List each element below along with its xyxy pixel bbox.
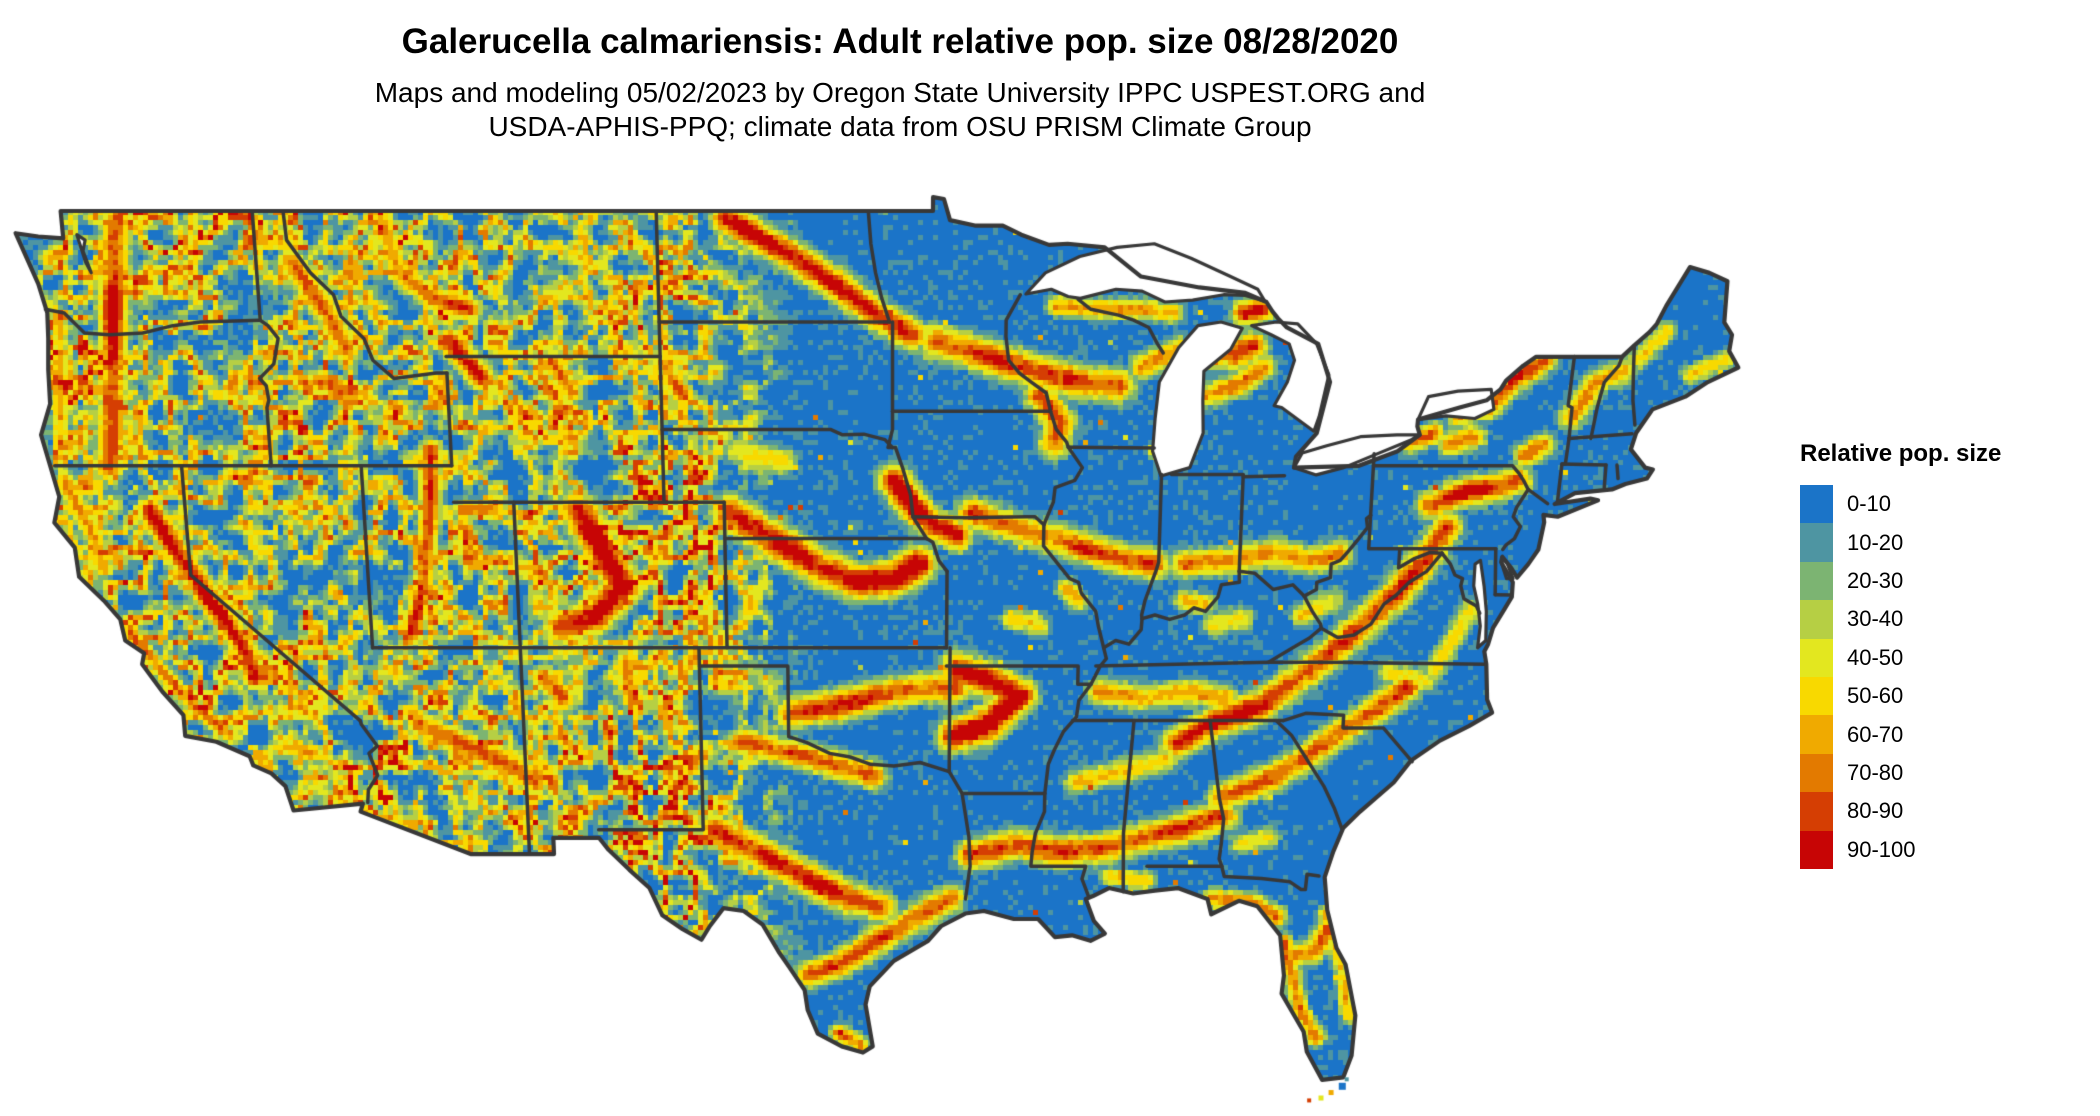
legend-swatch [1800,830,1833,869]
legend-swatch [1800,753,1833,793]
legend-swatch [1800,676,1833,716]
legend-label: 80-90 [1847,798,1904,824]
legend-swatch [1800,792,1833,831]
legend-row: 10-20 [1800,523,2090,562]
legend-label: 10-20 [1847,529,1904,555]
legend-label: 20-30 [1847,567,1904,593]
legend-row: 30-40 [1800,600,2090,639]
legend-row: 50-60 [1800,676,2090,716]
legend-label: 30-40 [1847,606,1904,632]
legend-row: 80-90 [1800,792,2090,831]
legend-swatch [1800,523,1833,562]
legend-row: 60-70 [1800,715,2090,754]
legend-label: 90-100 [1847,836,1916,862]
legend-swatch [1800,561,1833,601]
map-subtitle-line1: Maps and modeling 05/02/2023 by Oregon S… [374,77,1426,108]
map-subtitle-line2: USDA-APHIS-PPQ; climate data from OSU PR… [488,111,1312,142]
legend-label: 0-10 [1847,491,1892,517]
legend-swatch [1800,485,1833,524]
legend-label: 50-60 [1847,683,1904,709]
legend-label: 40-50 [1847,644,1904,670]
map-title: Galerucella calmariensis: Adult relative… [401,22,1399,61]
legend-label: 60-70 [1847,721,1904,747]
legend-swatch [1800,715,1833,754]
legend-row: 20-30 [1800,561,2090,601]
legend-swatch [1800,638,1833,677]
map-header: Galerucella calmariensis: Adult relative… [0,0,1800,144]
legend-row: 0-10 [1800,485,2090,524]
legend-label: 70-80 [1847,759,1904,785]
legend-title: Relative pop. size [1800,440,2002,467]
legend-row: 90-100 [1800,830,2090,869]
legend-row: 40-50 [1800,638,2090,677]
legend: Relative pop. size 0-10 10-20 20-30 30-40 40… [1800,440,2090,869]
legend-row: 70-80 [1800,753,2090,793]
legend-swatch [1800,600,1833,639]
legend-rows: 0-10 10-20 20-30 30-40 40-50 50-60 60-70 70-80 8… [1800,485,2090,869]
